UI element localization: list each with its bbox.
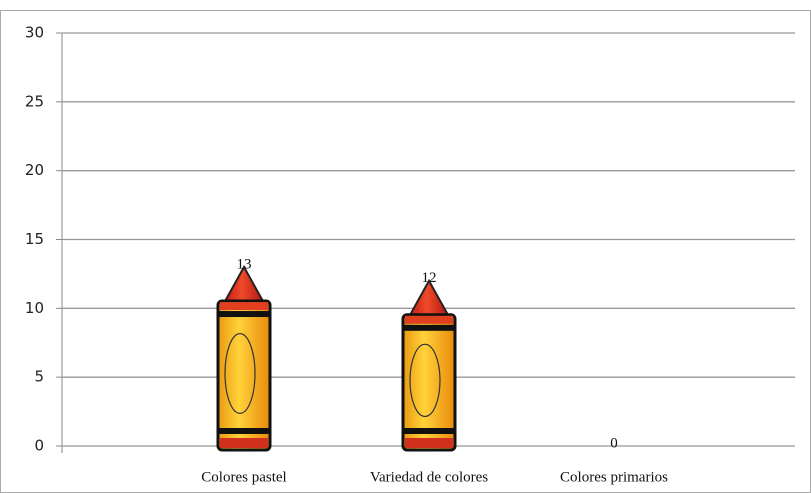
crayon-cap [405, 315, 453, 324]
bar [401, 278, 457, 452]
bar [216, 264, 272, 452]
x-tick-label: Colores pastel [201, 469, 286, 485]
crayon-band [403, 324, 455, 331]
y-tick-label: 5 [34, 368, 44, 386]
crayon-band [218, 311, 270, 318]
crayon-body [216, 299, 272, 452]
y-tick-label: 15 [25, 230, 44, 248]
crayon-oval [224, 333, 256, 414]
crayon-oval [409, 343, 441, 418]
y-tick-label: 10 [25, 299, 44, 317]
crayon-body [401, 313, 457, 452]
y-tick-label: 30 [25, 24, 44, 42]
data-label: 12 [422, 270, 437, 286]
crayon-band [403, 428, 455, 434]
crayon-cap [220, 302, 268, 311]
crayon-cap [220, 438, 268, 448]
y-tick-label: 20 [25, 161, 44, 179]
x-tick-label: Colores primarios [560, 469, 668, 485]
x-tick-label: Variedad de colores [370, 469, 488, 485]
data-label: 0 [610, 435, 618, 451]
data-label: 13 [237, 256, 252, 272]
crayon-cap [405, 438, 453, 448]
crayon-band [218, 428, 270, 434]
y-tick-label: 0 [34, 437, 44, 455]
y-tick-label: 25 [25, 92, 44, 110]
